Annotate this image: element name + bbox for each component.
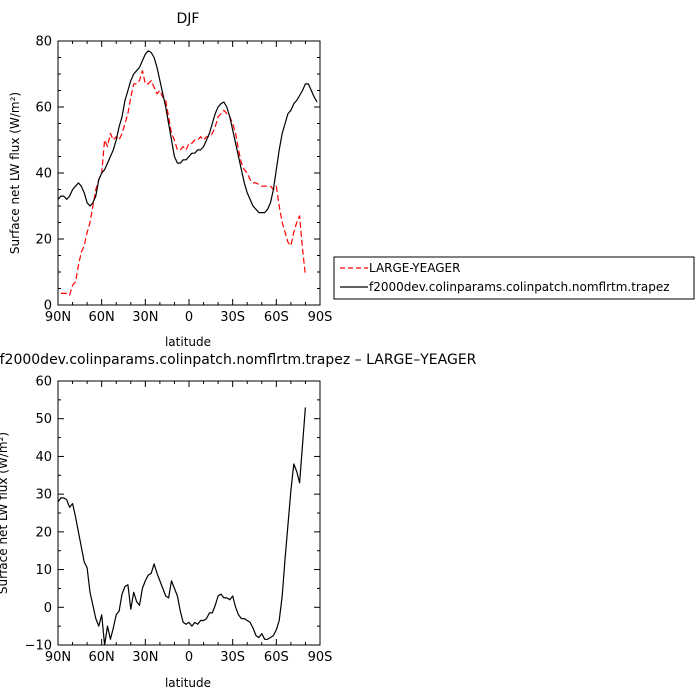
bottom-x-tick-label: 30N bbox=[132, 650, 158, 665]
top-series-line-0 bbox=[60, 70, 306, 296]
top-x-tick-label: 0 bbox=[185, 310, 193, 325]
top-x-tick-label: 30S bbox=[220, 310, 245, 325]
bottom-y-tick-label: −10 bbox=[25, 639, 52, 654]
top-x-tick-label: 90N bbox=[45, 310, 71, 325]
bottom-chart-title: f2000dev.colinparams.colinpatch.nomflrtm… bbox=[0, 352, 477, 368]
top-x-tick-label: 30N bbox=[132, 310, 158, 325]
top-x-tick-label: 90S bbox=[308, 310, 333, 325]
bottom-y-tick-label: 60 bbox=[35, 375, 52, 390]
legend-label-large-yeager: LARGE-YEAGER bbox=[369, 261, 460, 275]
bottom-y-tick-label: 40 bbox=[35, 450, 52, 465]
bottom-x-tick-label: 90N bbox=[45, 650, 71, 665]
top-y-axis-label: Surface net LW flux (W/m²) bbox=[8, 92, 22, 254]
top-y-tick-label: 40 bbox=[35, 167, 52, 182]
bottom-y-axis-label: Surface net LW flux (W/m²) bbox=[0, 432, 10, 594]
bottom-x-tick-label: 60S bbox=[264, 650, 289, 665]
legend: LARGE-YEAGER f2000dev.colinparams.colinp… bbox=[333, 256, 695, 300]
bottom-y-tick-label: 0 bbox=[44, 601, 52, 616]
top-y-tick-label: 60 bbox=[35, 101, 52, 116]
top-series-line-1 bbox=[57, 50, 318, 214]
bottom-y-tick-label: 10 bbox=[35, 563, 52, 578]
top-x-axis-label: latitude bbox=[165, 335, 211, 349]
top-plot-frame bbox=[57, 40, 321, 306]
top-y-tick-label: 0 bbox=[44, 299, 52, 314]
bottom-series-line-0 bbox=[57, 407, 306, 646]
bottom-x-tick-label: 90S bbox=[308, 650, 333, 665]
bottom-chart: f2000dev.colinparams.colinpatch.nomflrtm… bbox=[0, 352, 477, 690]
top-x-tick-label: 60S bbox=[264, 310, 289, 325]
legend-label-f2000dev: f2000dev.colinparams.colinpatch.nomflrtm… bbox=[369, 280, 670, 294]
top-chart: DJF 90N 60N 30N 0 30S 60S 90S 0 20 40 60 80 latitud… bbox=[8, 11, 332, 349]
bottom-x-axis-label: latitude bbox=[165, 676, 211, 690]
bottom-y-tick-label: 50 bbox=[35, 412, 52, 427]
bottom-y-tick-label: 30 bbox=[35, 488, 52, 503]
legend-box bbox=[333, 256, 695, 300]
top-x-tick-label: 60N bbox=[89, 310, 115, 325]
bottom-x-tick-label: 30S bbox=[220, 650, 245, 665]
bottom-x-tick-label: 60N bbox=[89, 650, 115, 665]
bottom-y-tick-label: 20 bbox=[35, 525, 52, 540]
bottom-x-tick-label: 0 bbox=[185, 650, 193, 665]
top-chart-title: DJF bbox=[177, 11, 200, 27]
top-y-tick-label: 20 bbox=[35, 233, 52, 248]
top-y-tick-label: 80 bbox=[35, 35, 52, 50]
